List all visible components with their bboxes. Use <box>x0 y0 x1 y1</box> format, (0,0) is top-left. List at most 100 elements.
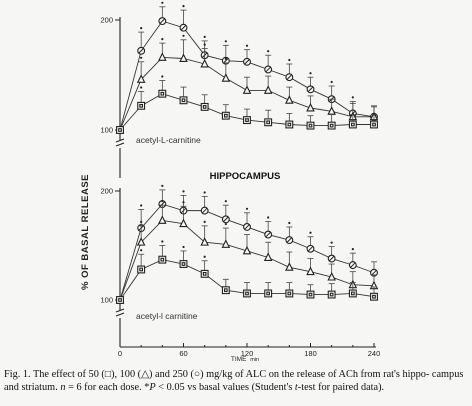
point-square-inner <box>372 122 376 127</box>
point-square-inner <box>266 291 271 296</box>
point-square-inner <box>266 120 271 125</box>
axis-break <box>115 308 125 317</box>
x-tick-label: 240 <box>368 349 381 358</box>
caption-part5: -test for paired data). <box>297 382 385 393</box>
significance-star <box>203 191 206 194</box>
x-axis-title-text: TIME <box>231 356 247 363</box>
point-triangle <box>263 252 273 261</box>
point-square-inner <box>139 267 144 272</box>
point-circle-slash <box>223 216 229 222</box>
point-triangle <box>136 74 146 83</box>
point-circle-slash <box>350 262 356 268</box>
point-square-inner <box>139 103 144 108</box>
significance-star <box>140 249 143 252</box>
y-tick-label: 100 <box>100 126 113 135</box>
significance-star <box>224 57 227 61</box>
point-triangle <box>285 95 294 104</box>
point-circle-slash <box>138 48 144 54</box>
hippocampus-panel: HIPPOCAMPUS 100 200 acetyl-l carnitine <box>100 171 379 346</box>
significance-star <box>182 5 185 8</box>
point-square-inner <box>287 122 292 127</box>
point-circle-slash <box>244 59 250 65</box>
point-square-inner <box>245 291 249 296</box>
point-circle-slash <box>244 224 250 230</box>
point-triangle <box>327 271 336 281</box>
significance-star <box>140 204 143 207</box>
significance-star <box>182 201 185 204</box>
significance-star <box>288 58 291 62</box>
significance-star <box>203 255 206 258</box>
significance-star <box>161 184 164 188</box>
point-circle-slash <box>265 66 271 73</box>
x-tick-label: 60 <box>179 349 187 358</box>
caption-n: n <box>60 382 66 393</box>
point-triangle <box>158 215 167 224</box>
point-square-inner <box>118 298 122 302</box>
y-tick-label: 200 <box>100 16 113 25</box>
point-square-inner <box>223 113 228 118</box>
point-circle-slash <box>371 270 377 276</box>
point-square-inner <box>308 123 313 128</box>
significance-star <box>203 220 206 223</box>
point-circle-slash <box>307 86 314 92</box>
significance-star <box>203 35 206 39</box>
point-triangle <box>221 239 231 248</box>
x-tick-label: 180 <box>304 349 317 358</box>
significance-star <box>140 86 143 89</box>
significance-star <box>267 216 270 219</box>
significance-star <box>203 43 206 46</box>
significance-star <box>140 27 143 30</box>
point-triangle <box>158 52 167 61</box>
point-square-inner <box>329 123 334 128</box>
striatum-panel: 100 200 acetyl-L-carnitine <box>100 1 379 178</box>
significance-star <box>161 1 164 4</box>
significance-star <box>330 241 333 244</box>
significance-star <box>140 220 143 223</box>
point-square-inner <box>118 128 122 132</box>
point-square-inner <box>372 294 376 299</box>
point-triangle <box>200 237 209 246</box>
significance-star <box>330 80 333 84</box>
x-tick-label: 0 <box>118 349 122 358</box>
point-square-inner <box>329 292 334 297</box>
point-square-inner <box>202 271 207 276</box>
significance-star <box>267 50 270 53</box>
point-square-inner <box>287 291 292 296</box>
y-axis-title: % OF BASAL RELEASE <box>80 174 91 290</box>
caption-part3: = 6 for each dose. * <box>68 382 150 393</box>
x-axis: 0 60 120 180 240 <box>118 343 380 358</box>
significance-star <box>351 248 354 251</box>
point-circle-slash <box>223 58 229 64</box>
point-triangle <box>306 102 315 112</box>
significance-star <box>140 56 143 59</box>
point-square-inner <box>202 105 207 109</box>
point-triangle <box>136 237 146 246</box>
significance-star <box>182 245 185 249</box>
point-square-inner <box>181 262 186 266</box>
point-circle-slash <box>329 256 335 262</box>
figure-caption: Fig. 1. The effect of 50 (□), 100 (△) an… <box>4 368 470 394</box>
y-tick-label: 200 <box>100 187 113 196</box>
point-triangle <box>306 266 315 276</box>
point-triangle <box>242 85 252 94</box>
x-axis-title: TIME min <box>231 356 259 363</box>
significance-star <box>224 222 227 226</box>
axis-break <box>115 138 125 147</box>
point-triangle <box>242 245 252 255</box>
significance-star <box>161 200 164 203</box>
point-triangle <box>221 73 231 82</box>
significance-star <box>245 207 249 210</box>
x-tick-label: 120 <box>241 349 254 358</box>
point-circle-slash <box>202 208 208 214</box>
significance-star <box>288 221 291 225</box>
bottom-panel-annotation: acetyl-l carnitine <box>136 311 198 321</box>
significance-star <box>182 34 185 37</box>
point-triangle <box>179 53 188 62</box>
point-triangle <box>200 58 209 68</box>
caption-part4: < 0.05 vs basal values (Student's <box>158 382 293 393</box>
point-square-inner <box>160 257 165 262</box>
top-panel-annotation: acetyl-L-carnitine <box>136 135 201 145</box>
hippocampus-title: HIPPOCAMPUS <box>210 171 281 182</box>
point-circle-slash <box>286 237 292 243</box>
point-square-inner <box>223 288 228 293</box>
